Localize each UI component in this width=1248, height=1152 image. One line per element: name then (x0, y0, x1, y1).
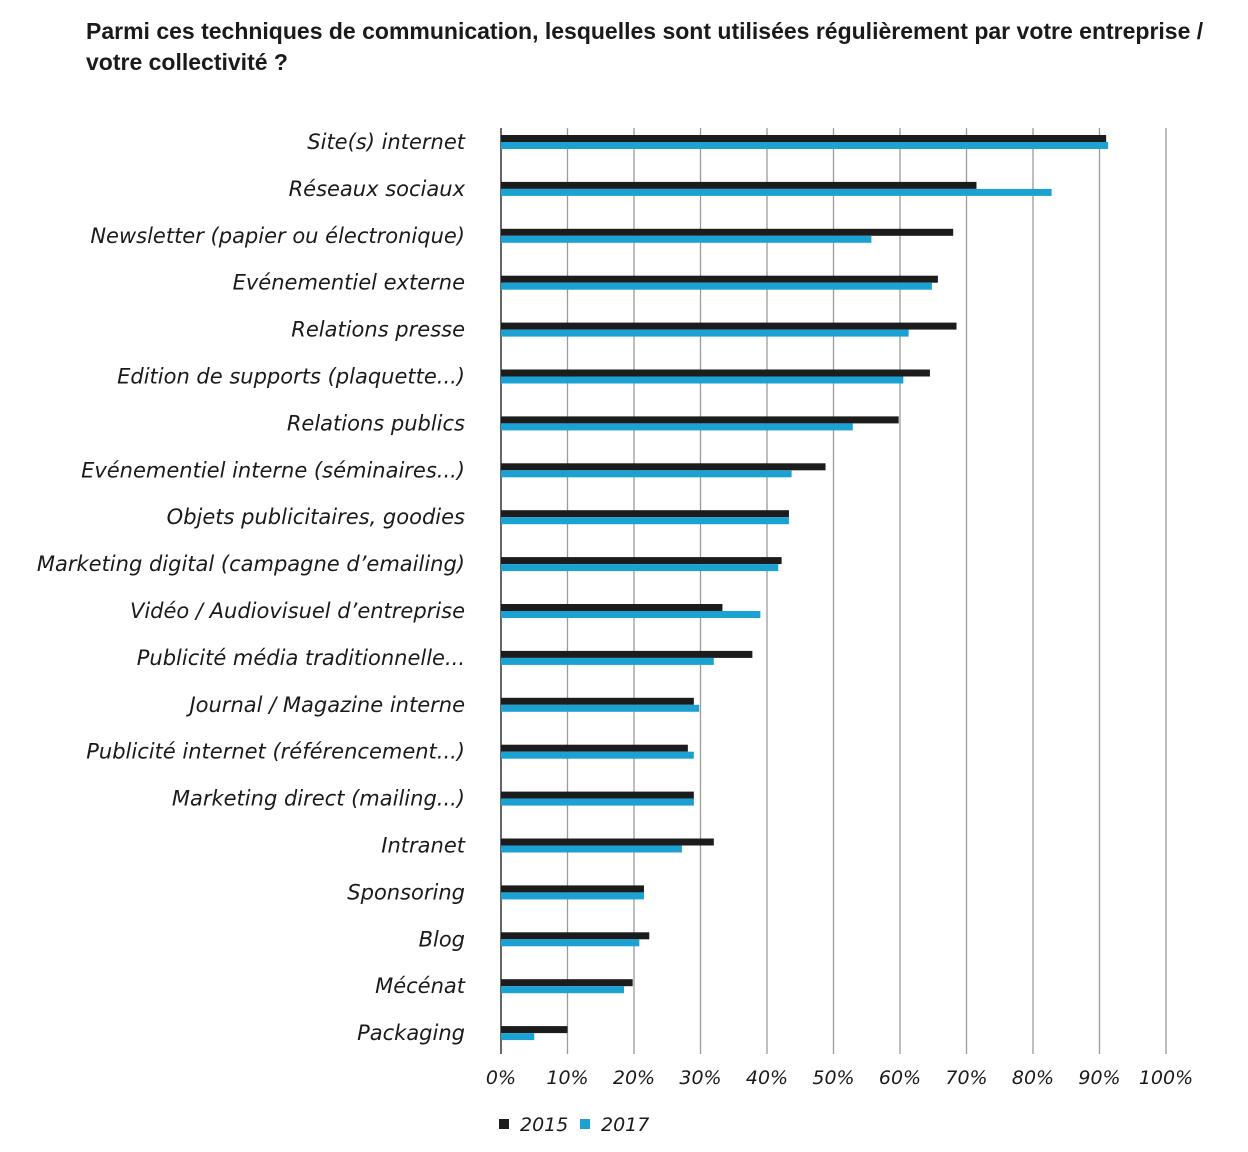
x-tick-label: 20% (613, 1067, 655, 1089)
category-label: Evénementiel interne (séminaires...) (81, 458, 465, 482)
category-label: Publicité internet (référencement...) (86, 740, 465, 764)
x-tick-label: 30% (679, 1067, 721, 1089)
bar-2017-4 (501, 329, 909, 337)
chart-title: Parmi ces techniques de communication, l… (86, 18, 1204, 75)
grid-lines (500, 128, 1167, 1054)
bar-2015-11 (501, 650, 753, 658)
category-label: Mécénat (375, 974, 466, 998)
category-label: Packaging (357, 1021, 465, 1045)
bar-2015-15 (501, 838, 714, 846)
bar-2015-2 (501, 228, 954, 236)
bar-2017-7 (501, 470, 792, 478)
bar-2015-13 (501, 744, 688, 752)
x-tick-label: 90% (1078, 1067, 1120, 1089)
bar-2015-14 (501, 791, 694, 799)
bar-2017-5 (501, 376, 904, 384)
bar-2015-3 (501, 275, 938, 283)
bar-2017-15 (501, 845, 682, 853)
x-tick-label: 70% (945, 1067, 987, 1089)
category-label: Intranet (381, 834, 465, 858)
bar-2015-18 (501, 979, 633, 987)
category-label: Marketing direct (mailing...) (172, 787, 465, 811)
bar-2015-17 (501, 932, 650, 940)
category-label: Publicité média traditionnelle... (137, 646, 465, 670)
bar-2015-7 (501, 463, 826, 471)
x-tick-label: 50% (812, 1067, 854, 1089)
bar-2015-1 (501, 181, 977, 189)
bar-2017-8 (501, 517, 789, 525)
x-tick-label: 10% (546, 1067, 588, 1089)
bar-2017-3 (501, 282, 932, 290)
bar-2017-6 (501, 423, 853, 431)
category-label: Journal / Magazine interne (185, 693, 465, 717)
x-tick-labels: 0% 10% 20% 30% 40% 50% 60% 70% 80% 90% 100% (486, 1067, 1193, 1089)
bars (501, 135, 1109, 1041)
category-label: Sponsoring (347, 880, 465, 904)
legend-swatch-2015 (499, 1119, 509, 1129)
bar-2017-19 (501, 1033, 535, 1041)
bar-2015-6 (501, 416, 899, 424)
x-tick-label: 80% (1012, 1067, 1054, 1089)
bar-2015-4 (501, 322, 957, 330)
x-tick-label: 100% (1139, 1067, 1193, 1089)
bar-2015-8 (501, 510, 789, 518)
bar-2017-14 (501, 798, 694, 806)
bar-2017-10 (501, 611, 761, 618)
bar-2017-12 (501, 704, 700, 712)
category-label: Relations publics (287, 411, 465, 435)
bar-2017-13 (501, 751, 694, 759)
bar-2017-16 (501, 892, 644, 900)
legend-swatch-2017 (580, 1119, 590, 1129)
bar-2015-16 (501, 885, 644, 893)
x-tick-label: 0% (486, 1067, 516, 1089)
legend-label-2017: 2017 (601, 1114, 649, 1136)
category-label: Blog (419, 927, 465, 951)
category-label: Marketing digital (campagne d’emailing) (37, 552, 465, 576)
bar-2015-10 (501, 604, 723, 611)
bar-2015-12 (501, 697, 694, 705)
bar-2017-17 (501, 939, 640, 947)
category-labels: Site(s) internet Réseaux sociaux Newslette… (37, 130, 466, 1045)
category-label: Evénementiel externe (233, 271, 465, 295)
category-label: Relations presse (291, 318, 465, 342)
category-label: Site(s) internet (307, 130, 465, 154)
x-tick-label: 40% (746, 1067, 788, 1089)
legend: 2015 2017 (499, 1114, 649, 1136)
bar-2017-9 (501, 564, 779, 572)
category-label: Edition de supports (plaquette...) (117, 365, 465, 389)
category-label: Vidéo / Audiovisuel d’entreprise (130, 599, 465, 623)
bar-2017-0 (501, 142, 1109, 149)
bar-2015-5 (501, 369, 930, 377)
category-label: Réseaux sociaux (289, 177, 466, 201)
x-tick-label: 60% (879, 1067, 921, 1089)
category-label: Objets publicitaires, goodies (167, 505, 465, 529)
bar-2017-11 (501, 657, 714, 665)
legend-label-2015: 2015 (520, 1114, 568, 1136)
bar-2015-9 (501, 557, 782, 565)
bar-2015-0 (501, 135, 1107, 142)
bar-2015-19 (501, 1026, 568, 1034)
bar-2017-2 (501, 235, 872, 243)
category-label: Newsletter (papier ou électronique) (90, 224, 465, 248)
bar-2017-1 (501, 188, 1052, 196)
bar-2017-18 (501, 986, 625, 994)
